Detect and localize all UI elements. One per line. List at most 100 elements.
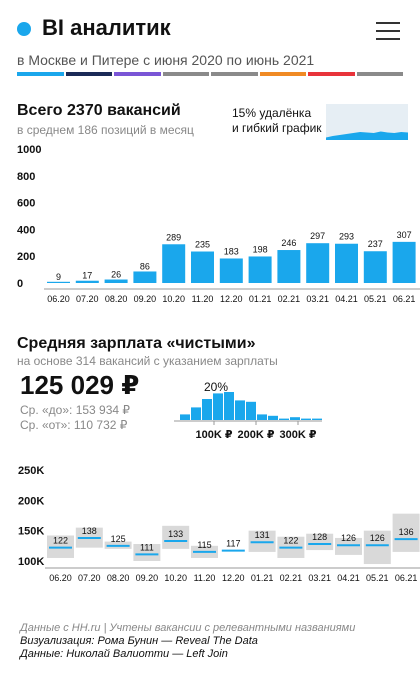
remote-share-area-chart [326, 104, 408, 140]
source-note: Учтены вакансии с релевантными названиям… [109, 622, 356, 634]
histogram-bar [235, 400, 245, 420]
histogram-bar [213, 393, 223, 420]
salary-histogram: 20% 100K ₽ 200K ₽ 300K ₽ [174, 380, 322, 441]
color-bar-segment [162, 72, 209, 76]
median-value-label: 128 [312, 532, 327, 542]
histogram-bar [224, 392, 234, 420]
footer-viz-credit: Визуализация: Рома Бунин — Reveal The Da… [20, 635, 258, 647]
salary-range-chart: 250K 200K 150K 100K 122 06.20 138 07.20 125 08.20… [18, 465, 420, 583]
vacancies-bar-chart: 1000 800 600 400 200 0 9 06.20 17 07.20 26 08.20 86 0… [17, 144, 420, 304]
histogram-bar [301, 418, 311, 420]
histogram-bar [191, 407, 201, 420]
hamburger-menu-icon[interactable] [376, 22, 400, 42]
footer-sources: Данные с HH.ru | Учтены вакансии с релев… [20, 622, 355, 635]
x-tick-label: 03.21 [306, 294, 329, 304]
vacancy-bar [191, 251, 214, 283]
remote-share-area [326, 131, 408, 140]
histogram-tick-label: 200K ₽ [237, 429, 274, 441]
bar-value-label: 297 [310, 231, 325, 241]
vacancy-bar [277, 250, 301, 283]
x-tick-label: 05.21 [366, 573, 389, 583]
median-value-label: 117 [226, 539, 240, 549]
bar-value-label: 293 [339, 232, 354, 242]
footer-data-credit: Данные: Николай Валиотти — Left Join [20, 648, 228, 660]
x-tick-label: 06.20 [47, 294, 70, 304]
histogram-bar [312, 418, 322, 420]
median-value-label: 122 [53, 536, 68, 546]
average-salary: 125 029 ₽ [20, 370, 140, 400]
vacancy-bar [162, 244, 186, 283]
x-tick-label: 06.20 [49, 573, 72, 583]
histogram-bar [268, 415, 278, 420]
histogram-bar [180, 414, 190, 420]
color-bar-segment [356, 72, 403, 76]
x-tick-label: 07.20 [76, 294, 99, 304]
header-dot [17, 22, 31, 36]
vacancy-bar [363, 251, 387, 283]
median-value-label: 133 [168, 529, 183, 539]
vacancies-subtitle: в среднем 186 позиций в месяц [17, 123, 194, 137]
vacancy-bar [133, 271, 157, 283]
bar-value-label: 289 [166, 232, 181, 242]
median-value-label: 122 [283, 536, 298, 546]
median-value-label: 136 [399, 527, 414, 537]
x-tick-label: 08.20 [105, 294, 128, 304]
color-bar-segment [65, 72, 112, 76]
vacancy-bar [392, 241, 416, 283]
salary-title: Средняя зарплата «чистыми» [17, 335, 256, 352]
y-tick-label: 400 [17, 224, 35, 236]
x-tick-label: 01.21 [249, 294, 272, 304]
median-value-label: 131 [255, 530, 270, 540]
x-tick-label: 09.20 [134, 294, 157, 304]
source-link[interactable]: Данные с HH.ru [20, 622, 101, 634]
bar-value-label: 198 [253, 244, 268, 254]
y-tick-label: 600 [17, 198, 35, 210]
color-bar-segment [259, 72, 306, 76]
histogram-bar [246, 401, 256, 420]
remote-label-line-1: 15% удалёнка [232, 106, 312, 120]
x-tick-label: 11.20 [192, 294, 214, 304]
median-value-label: 111 [140, 542, 154, 552]
x-tick-label: 10.20 [164, 573, 187, 583]
histogram-bar [257, 414, 267, 420]
salary-range-band [306, 533, 334, 551]
bar-value-label: 246 [281, 238, 296, 248]
y-tick-label: 200 [17, 251, 35, 263]
bar-value-label: 26 [111, 270, 121, 280]
footer: Данные с HH.ru | Учтены вакансии с релев… [20, 622, 355, 661]
vacancy-bar [335, 243, 358, 283]
y-tick-label: 800 [17, 171, 35, 183]
histogram-annotation: 20% [204, 380, 228, 394]
x-tick-label: 10.20 [162, 294, 185, 304]
page-title: BI аналитик [42, 15, 171, 40]
vacancy-bar [219, 258, 243, 283]
histogram-bar [290, 417, 300, 420]
histogram-tick-label: 100K ₽ [195, 429, 232, 441]
x-tick-label: 06.21 [395, 573, 418, 583]
color-bar-segment [211, 72, 258, 76]
histogram-bar [202, 399, 212, 420]
y-tick-label: 0 [17, 278, 23, 290]
footer-separator: | [100, 622, 110, 634]
x-tick-label: 09.20 [136, 573, 159, 583]
vacancy-bar [104, 279, 128, 283]
vacancy-bar [248, 256, 272, 283]
y-tick-label: 1000 [17, 144, 41, 156]
x-tick-label: 08.20 [107, 573, 130, 583]
salary-range-band [133, 544, 161, 561]
x-tick-label: 11.20 [194, 573, 216, 583]
y-tick-label: 100K [18, 556, 44, 568]
salary-range-band [392, 513, 420, 552]
x-tick-label: 05.21 [364, 294, 387, 304]
y-tick-label: 250K [18, 465, 44, 477]
bar-value-label: 307 [397, 230, 412, 240]
page-subtitle: в Москве и Питере с июня 2020 по июнь 20… [17, 52, 315, 68]
salary-range-band [363, 530, 391, 565]
x-tick-label: 12.20 [220, 294, 243, 304]
bar-value-label: 86 [140, 261, 150, 271]
bar-value-label: 237 [368, 239, 383, 249]
bar-value-label: 17 [82, 271, 92, 281]
median-value-label: 115 [197, 540, 211, 550]
median-value-label: 126 [341, 533, 356, 543]
histogram-bar [279, 418, 289, 420]
